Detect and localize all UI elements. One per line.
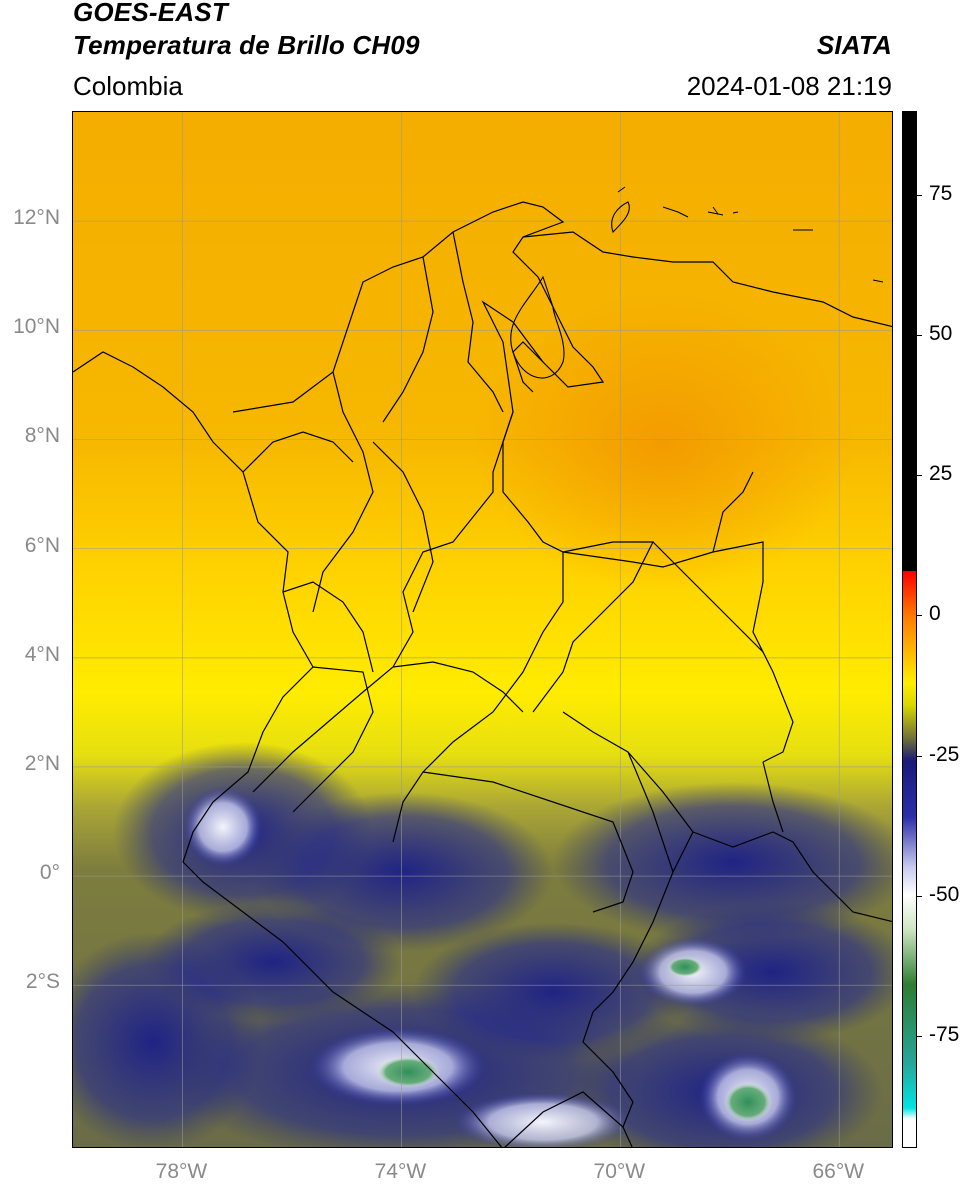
colorbar-tick-mark: [917, 195, 922, 197]
colorbar: [902, 111, 917, 1148]
graticule: [73, 112, 892, 1147]
colorbar-tick-label: 50: [929, 322, 953, 346]
colorbar-tick-label: -25: [929, 742, 960, 766]
lat-tick-label: 0°: [39, 861, 60, 885]
colorbar-tick-label: 75: [929, 182, 953, 206]
lat-tick-label: 4°N: [24, 642, 60, 666]
brand-label: SIATA: [816, 30, 892, 60]
colorbar-tick-mark: [917, 335, 922, 337]
datetime-label: 2024-01-08 21:19: [686, 71, 892, 101]
colorbar-tick-label: 0: [929, 602, 941, 626]
colorbar-tick-label: -75: [929, 1022, 960, 1046]
colorbar-tick-label: 25: [929, 462, 953, 486]
brightness-temperature-map: [73, 112, 892, 1147]
map-panel: [72, 111, 893, 1148]
colorbar-tick-mark: [917, 1035, 922, 1037]
colorbar-tick-mark: [917, 755, 922, 757]
product-title: Temperatura de Brillo CH09: [73, 30, 420, 60]
colorbar-tick-mark: [917, 895, 922, 897]
region-label: Colombia: [73, 71, 183, 101]
country-borders: [73, 201, 892, 1147]
lon-tick-label: 70°W: [593, 1160, 646, 1183]
lon-tick-label: 74°W: [374, 1160, 427, 1183]
lat-tick-label: 2°N: [24, 751, 60, 775]
lat-tick-label: 8°N: [24, 424, 60, 448]
satellite-title: GOES-EAST: [73, 0, 228, 27]
coastline-islands: [617, 186, 884, 283]
venezuela-lake-outline: [510, 201, 630, 379]
lon-tick-label: 66°W: [812, 1160, 865, 1183]
cold-cloud-cluster: [73, 742, 892, 1147]
colorbar-tick-label: -50: [929, 882, 960, 906]
colorbar-tick-mark: [917, 475, 922, 477]
colorbar-tick-mark: [917, 615, 922, 617]
warm-area: [473, 292, 853, 592]
lat-tick-label: 10°N: [13, 315, 60, 339]
lat-tick-label: 12°N: [13, 206, 60, 230]
lat-tick-label: 2°S: [25, 970, 60, 994]
lon-tick-label: 78°W: [155, 1160, 208, 1183]
lat-tick-label: 6°N: [24, 533, 60, 557]
